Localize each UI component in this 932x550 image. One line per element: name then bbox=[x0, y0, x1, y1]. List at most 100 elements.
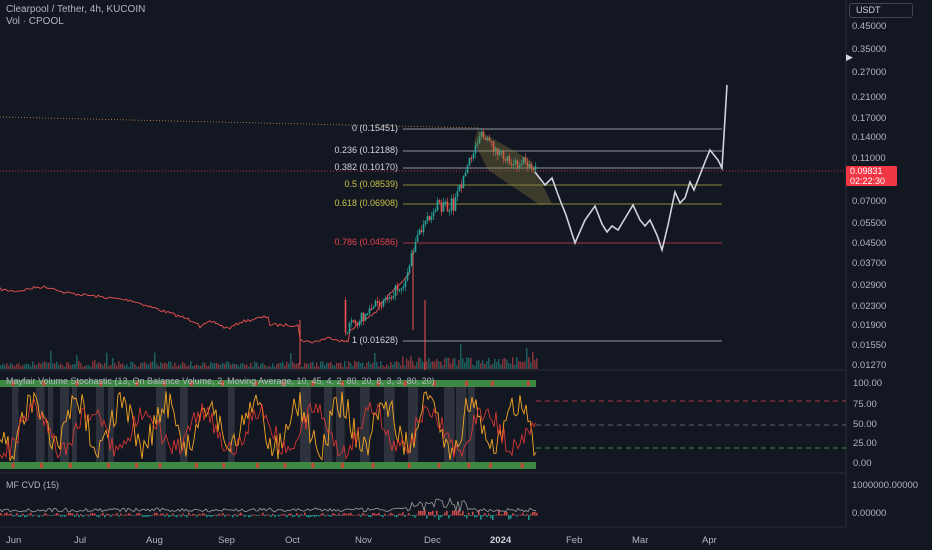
fib-level-label: 0.382 (0.10170) bbox=[334, 162, 398, 172]
candle-body bbox=[448, 210, 451, 213]
volume-bar bbox=[72, 364, 74, 369]
volume-bar bbox=[108, 366, 110, 369]
volume-bar bbox=[98, 362, 100, 369]
volume-bar bbox=[480, 363, 482, 369]
volume-bar bbox=[450, 363, 452, 369]
stoch-shade-block bbox=[72, 387, 78, 462]
candle-body bbox=[456, 190, 459, 197]
cvd-bar bbox=[530, 514, 532, 516]
price-axis-label: 0.01270 bbox=[852, 360, 887, 371]
projection-path[interactable] bbox=[534, 84, 728, 253]
price-axis-label: 0.01900 bbox=[852, 320, 887, 331]
volume-bar bbox=[336, 362, 338, 369]
cvd-bar bbox=[510, 515, 512, 519]
volume-bar bbox=[384, 366, 386, 369]
stoch-band-marker bbox=[311, 381, 315, 386]
volume-bar bbox=[290, 353, 292, 369]
volume-bar bbox=[504, 358, 506, 369]
cvd-bar bbox=[520, 514, 522, 516]
cvd-bar bbox=[246, 515, 248, 516]
cvd-bar bbox=[466, 515, 468, 519]
cvd-bar bbox=[6, 512, 8, 516]
cvd-bar bbox=[188, 512, 190, 516]
volume-bar bbox=[442, 364, 444, 369]
cvd-bar bbox=[458, 509, 460, 516]
time-axis-label: Apr bbox=[702, 535, 717, 546]
cvd-bar bbox=[92, 513, 94, 516]
volume-bar bbox=[456, 365, 458, 369]
candle-body bbox=[436, 200, 439, 211]
symbol-title[interactable]: Clearpool / Tether, 4h, KUCOIN bbox=[6, 4, 146, 15]
volume-bar bbox=[518, 361, 520, 369]
cvd-bar bbox=[350, 512, 352, 516]
volume-bar bbox=[310, 362, 312, 369]
volume-bar bbox=[366, 362, 368, 369]
cvd-bar bbox=[440, 515, 442, 518]
cvd-bar bbox=[374, 513, 376, 516]
volume-bar bbox=[256, 362, 258, 369]
volume-bar bbox=[14, 366, 16, 369]
volume-bar bbox=[420, 358, 422, 369]
cvd-bar bbox=[310, 515, 312, 518]
cvd-bar bbox=[258, 514, 260, 516]
stoch-axis-label: 50.00 bbox=[853, 419, 877, 430]
currency-selector[interactable]: USDT bbox=[849, 3, 913, 18]
stoch-indicator-title[interactable]: Mayfair Volume Stochastic (13, On Balanc… bbox=[6, 376, 435, 386]
volume-bar bbox=[326, 362, 328, 369]
stoch-band-marker bbox=[488, 463, 492, 468]
cvd-bar bbox=[68, 512, 70, 516]
volume-bar bbox=[418, 357, 420, 369]
cvd-bar bbox=[210, 515, 212, 518]
cvd-bar bbox=[524, 515, 526, 516]
volume-bar bbox=[312, 361, 314, 369]
volume-bar bbox=[306, 363, 308, 369]
cvd-bar bbox=[0, 513, 2, 516]
volume-bar bbox=[332, 364, 334, 369]
cvd-bar bbox=[424, 509, 426, 516]
price-axis-label: 0.07000 bbox=[852, 196, 887, 207]
cvd-indicator-title[interactable]: MF CVD (15) bbox=[6, 480, 60, 490]
cvd-bar bbox=[204, 513, 206, 516]
volume-bar bbox=[96, 363, 98, 369]
volume-bar bbox=[300, 366, 302, 369]
volume-bar bbox=[216, 362, 218, 369]
cvd-bar bbox=[22, 513, 24, 516]
volume-bars bbox=[0, 344, 538, 369]
volume-bar bbox=[166, 363, 168, 369]
cvd-bar bbox=[282, 514, 284, 516]
cvd-bar bbox=[294, 515, 296, 517]
cvd-bar bbox=[112, 514, 114, 516]
volume-bar bbox=[78, 361, 80, 369]
stoch-axis-label: 0.00 bbox=[853, 458, 872, 469]
time-axis-label: Dec bbox=[424, 535, 441, 546]
volume-bar bbox=[46, 362, 48, 369]
volume-bar bbox=[322, 361, 324, 369]
volume-bar bbox=[342, 366, 344, 369]
fib-retracement[interactable] bbox=[403, 128, 722, 342]
chevron-right-icon[interactable]: ▶ bbox=[846, 52, 853, 62]
cvd-bar bbox=[238, 513, 240, 516]
volume-bar bbox=[502, 358, 504, 369]
stoch-band-marker bbox=[465, 381, 469, 386]
volume-bar bbox=[244, 364, 246, 369]
volume-bar bbox=[376, 362, 378, 369]
cvd-bar bbox=[418, 510, 420, 516]
volume-bar bbox=[194, 365, 196, 369]
cvd-bar bbox=[148, 515, 150, 517]
candle-body bbox=[504, 159, 507, 161]
fib-level-label: 0.5 (0.08539) bbox=[344, 179, 398, 189]
volume-bar bbox=[302, 366, 304, 369]
cvd-bar bbox=[10, 513, 12, 516]
volume-bar bbox=[112, 357, 114, 369]
volume-legend[interactable]: Vol · CPOOL bbox=[6, 16, 64, 27]
stoch-shade-block bbox=[456, 387, 467, 462]
candle-body bbox=[496, 148, 499, 155]
volume-bar bbox=[370, 363, 372, 369]
stoch-band-marker bbox=[283, 463, 287, 468]
candle-body bbox=[462, 176, 465, 189]
cvd-bar bbox=[184, 515, 186, 517]
volume-bar bbox=[66, 361, 68, 369]
cvd-bar bbox=[342, 513, 344, 516]
volume-bar bbox=[40, 363, 42, 369]
